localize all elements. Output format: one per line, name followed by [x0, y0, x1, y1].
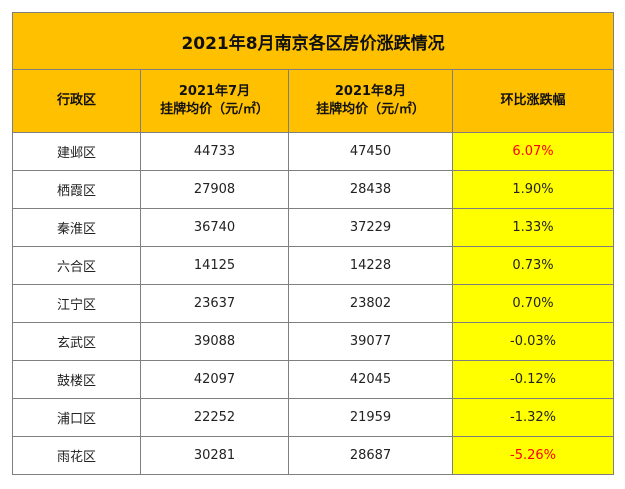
header-august-line2: 挂牌均价（元/㎡）	[316, 102, 425, 117]
table-row: 秦淮区 36740 37229 1.33%	[12, 208, 615, 247]
cell-august-price: 28438	[288, 170, 453, 209]
cell-district: 雨花区	[12, 436, 141, 475]
table-row: 江宁区 23637 23802 0.70%	[12, 284, 615, 323]
cell-july-price: 30281	[140, 436, 289, 475]
table-row: 玄武区 39088 39077 -0.03%	[12, 322, 615, 361]
cell-district: 浦口区	[12, 398, 141, 437]
cell-change: 0.73%	[451, 246, 615, 285]
cell-change: -5.26%	[451, 436, 615, 475]
header-july-line2: 挂牌均价（元/㎡）	[160, 102, 269, 117]
cell-august-price: 47450	[288, 132, 453, 171]
table-title-row: 2021年8月南京各区房价涨跌情况	[11, 12, 615, 70]
header-district: 行政区	[12, 69, 141, 133]
cell-change: -1.32%	[451, 398, 615, 437]
cell-district: 玄武区	[12, 322, 141, 361]
cell-district: 秦淮区	[12, 208, 141, 247]
cell-august-price: 42045	[288, 360, 453, 399]
price-change-table: 2021年8月南京各区房价涨跌情况 行政区 2021年7月 挂牌均价（元/㎡） …	[11, 12, 615, 475]
cell-change: 0.70%	[451, 284, 615, 323]
cell-july-price: 14125	[140, 246, 289, 285]
header-august-line1: 2021年8月	[334, 84, 407, 99]
table-row: 建邺区 44733 47450 6.07%	[12, 132, 615, 171]
cell-change: 1.33%	[451, 208, 615, 247]
cell-july-price: 27908	[140, 170, 289, 209]
table-row: 浦口区 22252 21959 -1.32%	[12, 398, 615, 437]
cell-july-price: 36740	[140, 208, 289, 247]
cell-august-price: 28687	[288, 436, 453, 475]
cell-july-price: 22252	[140, 398, 289, 437]
table-row: 栖霞区 27908 28438 1.90%	[12, 170, 615, 209]
table-row: 六合区 14125 14228 0.73%	[12, 246, 615, 285]
table-header-row: 行政区 2021年7月 挂牌均价（元/㎡） 2021年8月 挂牌均价（元/㎡） …	[12, 69, 615, 133]
cell-august-price: 39077	[288, 322, 453, 361]
cell-district: 鼓楼区	[12, 360, 141, 399]
cell-change: -0.03%	[451, 322, 615, 361]
header-august-price: 2021年8月 挂牌均价（元/㎡）	[288, 69, 453, 133]
cell-july-price: 44733	[140, 132, 289, 171]
table-row: 雨花区 30281 28687 -5.26%	[12, 436, 615, 475]
price-change-table-container: 2021年8月南京各区房价涨跌情况 行政区 2021年7月 挂牌均价（元/㎡） …	[11, 12, 615, 478]
cell-district: 建邺区	[12, 132, 141, 171]
cell-july-price: 42097	[140, 360, 289, 399]
cell-july-price: 39088	[140, 322, 289, 361]
cell-august-price: 14228	[288, 246, 453, 285]
cell-change: -0.12%	[451, 360, 615, 399]
table-row: 鼓楼区 42097 42045 -0.12%	[12, 360, 615, 399]
cell-change: 1.90%	[451, 170, 615, 209]
header-july-line1: 2021年7月	[178, 84, 251, 99]
cell-district: 栖霞区	[12, 170, 141, 209]
cell-district: 六合区	[12, 246, 141, 285]
cell-change: 6.07%	[451, 132, 615, 171]
cell-august-price: 21959	[288, 398, 453, 437]
cell-august-price: 37229	[288, 208, 453, 247]
table-title: 2021年8月南京各区房价涨跌情况	[11, 12, 615, 70]
cell-district: 江宁区	[12, 284, 141, 323]
header-change: 环比涨跌幅	[451, 69, 615, 133]
header-july-price: 2021年7月 挂牌均价（元/㎡）	[140, 69, 289, 133]
cell-july-price: 23637	[140, 284, 289, 323]
cell-august-price: 23802	[288, 284, 453, 323]
